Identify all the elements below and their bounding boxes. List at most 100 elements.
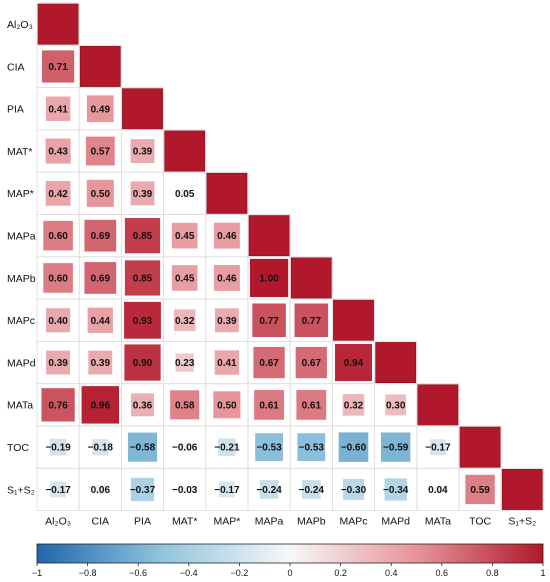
colorbar-tick-label: 0.4 (385, 568, 398, 578)
corr-cell (301, 480, 321, 499)
diagonal-cell (333, 299, 374, 341)
corr-value-label: 0.46 (217, 273, 237, 284)
cells: 0.71 0.41 0.49 0.43 0.57 0.39 0.42 0.50 0.39 0.05… (37, 3, 543, 510)
diagonal-cell (37, 3, 79, 45)
corr-cell (434, 485, 442, 494)
corr-value-label: −0.06 (172, 443, 198, 454)
corr-value-label: 0.60 (48, 273, 68, 284)
row-label: MAT* (7, 146, 32, 158)
corr-cell (343, 478, 364, 500)
corr-cell (338, 432, 369, 462)
row-label: MAPb (7, 273, 36, 285)
corr-value-label: 0.50 (91, 189, 111, 200)
corr-value-label: 0.96 (91, 400, 111, 411)
corr-cell (175, 353, 194, 372)
corr-cell (43, 263, 73, 293)
diagonal-cell (248, 215, 290, 257)
corr-cell (88, 350, 113, 375)
corr-cell (49, 438, 67, 456)
corr-cell (173, 309, 196, 332)
corr-value-label: −0.58 (130, 443, 156, 454)
corr-value-label: 0.04 (428, 485, 448, 496)
colorbar-tick-label: −0.4 (180, 568, 198, 578)
corr-value-label: −0.17 (425, 443, 451, 454)
corr-value-label: 0.50 (217, 400, 237, 411)
corr-value-label: 0.05 (175, 189, 195, 200)
corr-cell (86, 95, 114, 123)
corr-value-label: 0.43 (48, 147, 68, 158)
row-label: Al₂O₃ (7, 19, 33, 31)
corr-value-label: 0.76 (48, 400, 68, 411)
colorbar-tick-label: −0.8 (79, 568, 97, 578)
corr-value-label: −0.03 (172, 485, 198, 496)
row-label: MAP* (7, 188, 34, 200)
colorbar-tick-label: 0.8 (486, 568, 499, 578)
corr-value-label: 0.93 (133, 316, 153, 327)
column-label: MAPd (381, 516, 410, 528)
corr-value-label: 0.39 (133, 189, 153, 200)
corr-cell (81, 386, 120, 424)
corr-value-label: 0.42 (48, 189, 68, 200)
corr-cell (45, 96, 71, 121)
diagonal-cell (375, 342, 417, 383)
corr-cell (124, 301, 161, 339)
diagonal-cell (290, 257, 332, 299)
diagonal-cell (122, 88, 163, 130)
corr-value-label: 0.67 (259, 358, 279, 369)
corr-value-label: 0.39 (133, 147, 153, 158)
corr-cell (254, 389, 285, 420)
corr-cell (171, 265, 198, 291)
corr-cell (255, 433, 284, 462)
diagonal-cell (459, 426, 501, 468)
column-label: TOC (469, 516, 491, 528)
corr-cell (84, 219, 117, 252)
corr-value-label: 0.85 (133, 273, 153, 284)
row-label: TOC (7, 442, 29, 454)
corr-value-label: −0.53 (256, 443, 282, 454)
corr-cell (259, 480, 279, 499)
column-label: CIA (92, 516, 110, 528)
corr-value-label: 0.59 (470, 485, 490, 496)
corr-cell (213, 222, 240, 249)
corr-cell (87, 307, 113, 333)
corr-cell (84, 262, 117, 294)
corr-value-label: −0.34 (383, 485, 409, 496)
diagonal-cell (164, 130, 206, 172)
corr-value-label: −0.19 (45, 443, 71, 454)
corr-cell (95, 484, 105, 495)
corr-value-label: 0.85 (133, 231, 153, 242)
corr-cell (127, 432, 158, 462)
corr-cell (86, 179, 114, 207)
corr-cell (294, 303, 329, 338)
corr-cell (45, 180, 71, 206)
colorbar-tick-label: −0.2 (231, 568, 249, 578)
grid-lines (36, 2, 544, 511)
corr-value-label: −0.53 (299, 443, 325, 454)
corr-value-label: −0.17 (214, 485, 240, 496)
corr-cell (213, 391, 241, 419)
corr-cell (130, 139, 155, 163)
corr-cell (214, 308, 239, 333)
corr-cell (252, 303, 286, 338)
corr-cell (92, 439, 109, 456)
corr-cell (384, 478, 407, 501)
corr-value-label: 0.23 (175, 358, 195, 369)
corr-value-label: 0.44 (91, 316, 111, 327)
corr-value-label: 0.60 (48, 231, 68, 242)
corr-cell (334, 344, 373, 382)
corr-value-label: −0.21 (214, 443, 240, 454)
corr-cell (385, 394, 407, 416)
corr-value-label: 0.40 (48, 316, 68, 327)
corr-cell (253, 346, 285, 379)
corr-value-label: 0.94 (344, 358, 364, 369)
colorbar: −1 −0.8 −0.6 −0.4 −0.2 0 0.2 0.4 0.6 0.8 1 (32, 543, 546, 578)
corr-value-label: −0.18 (88, 443, 114, 454)
row-label: PIA (7, 104, 24, 116)
corr-cell (50, 481, 66, 498)
corr-cell (180, 189, 189, 198)
colorbar-gradient (36, 543, 544, 564)
colorbar-tick-label: −1 (32, 568, 42, 578)
corr-cell (381, 432, 411, 462)
corr-cell (218, 438, 236, 456)
row-label: S₁+S₂ (7, 484, 35, 496)
